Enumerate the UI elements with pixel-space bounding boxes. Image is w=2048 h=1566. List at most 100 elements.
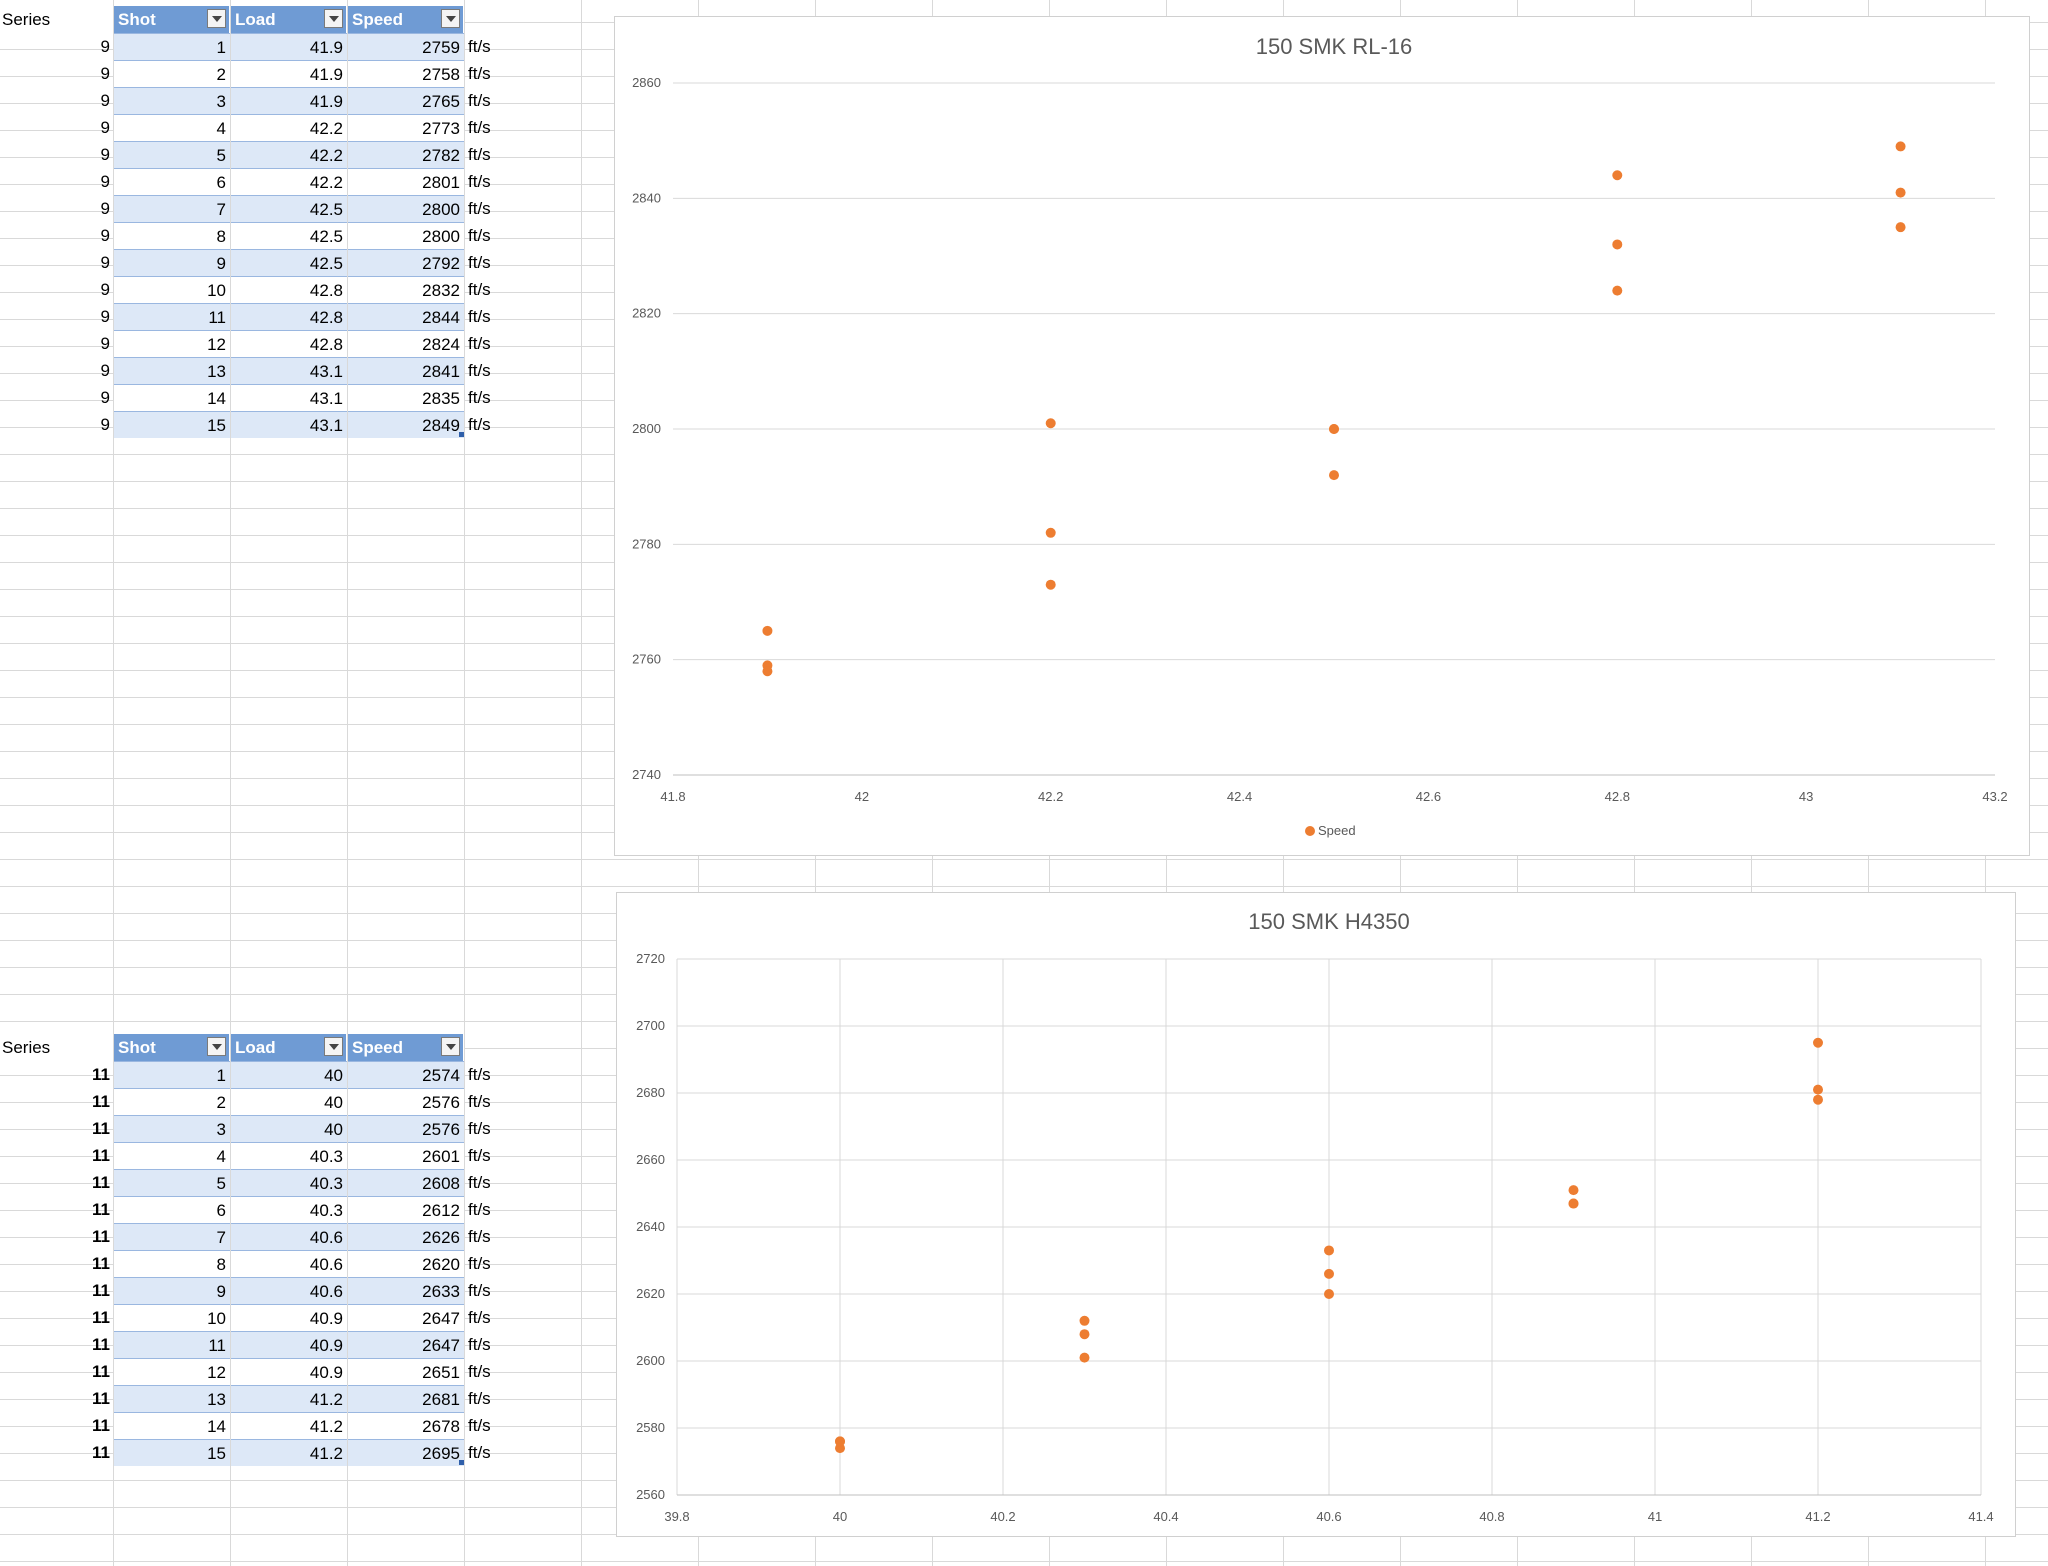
shot-cell[interactable]: 6 bbox=[114, 1196, 230, 1223]
series-cell[interactable]: 11 bbox=[92, 1416, 110, 1435]
load-cell[interactable]: 40.6 bbox=[231, 1277, 347, 1304]
table-row[interactable]: 11 8 40.6 2620 ft/s bbox=[0, 1250, 600, 1277]
series-cell[interactable]: 11 bbox=[92, 1227, 110, 1246]
shot-cell[interactable]: 6 bbox=[114, 168, 230, 195]
unit-cell[interactable]: ft/s bbox=[468, 172, 491, 191]
table-row[interactable]: 9 6 42.2 2801 ft/s bbox=[0, 168, 600, 195]
shot-cell[interactable]: 2 bbox=[114, 1088, 230, 1115]
shot-filter-dropdown-icon[interactable] bbox=[207, 9, 226, 28]
unit-cell[interactable]: ft/s bbox=[468, 1416, 491, 1435]
shot-cell[interactable]: 14 bbox=[114, 1412, 230, 1439]
shot-cell[interactable]: 13 bbox=[114, 357, 230, 384]
speed-cell[interactable]: 2759 bbox=[348, 33, 464, 60]
table-row[interactable]: 11 10 40.9 2647 ft/s bbox=[0, 1304, 600, 1331]
table-row[interactable]: 9 4 42.2 2773 ft/s bbox=[0, 114, 600, 141]
shot-cell[interactable]: 9 bbox=[114, 1277, 230, 1304]
series-cell[interactable]: 9 bbox=[100, 415, 110, 434]
unit-cell[interactable]: ft/s bbox=[468, 253, 491, 272]
load-cell[interactable]: 40.3 bbox=[231, 1142, 347, 1169]
load-cell[interactable]: 41.2 bbox=[231, 1439, 347, 1466]
series-cell[interactable]: 9 bbox=[100, 388, 110, 407]
table-row[interactable]: 11 14 41.2 2678 ft/s bbox=[0, 1412, 600, 1439]
series-cell[interactable]: 9 bbox=[100, 91, 110, 110]
speed-cell[interactable]: 2849 bbox=[348, 411, 464, 438]
load-cell[interactable]: 43.1 bbox=[231, 357, 347, 384]
load-cell[interactable]: 42.5 bbox=[231, 195, 347, 222]
shot-cell[interactable]: 2 bbox=[114, 60, 230, 87]
table-row[interactable]: 9 1 41.9 2759 ft/s bbox=[0, 33, 600, 60]
series-cell[interactable]: 11 bbox=[92, 1119, 110, 1138]
unit-cell[interactable]: ft/s bbox=[468, 64, 491, 83]
load-cell[interactable]: 42.5 bbox=[231, 249, 347, 276]
load-cell[interactable]: 42.2 bbox=[231, 168, 347, 195]
unit-cell[interactable]: ft/s bbox=[468, 1308, 491, 1327]
unit-cell[interactable]: ft/s bbox=[468, 145, 491, 164]
unit-cell[interactable]: ft/s bbox=[468, 388, 491, 407]
series-cell[interactable]: 9 bbox=[100, 172, 110, 191]
table-row[interactable]: 9 15 43.1 2849 ft/s bbox=[0, 411, 600, 438]
table-row[interactable]: 11 11 40.9 2647 ft/s bbox=[0, 1331, 600, 1358]
chart-h4350[interactable]: 150 SMK H4350 2560 2580 2600 2620 2640 2660 268… bbox=[616, 892, 2016, 1537]
shot-cell[interactable]: 15 bbox=[114, 411, 230, 438]
speed-cell[interactable]: 2647 bbox=[348, 1331, 464, 1358]
load-cell[interactable]: 43.1 bbox=[231, 411, 347, 438]
speed-cell[interactable]: 2835 bbox=[348, 384, 464, 411]
series-cell[interactable]: 9 bbox=[100, 253, 110, 272]
speed-cell[interactable]: 2620 bbox=[348, 1250, 464, 1277]
shot-cell[interactable]: 5 bbox=[114, 141, 230, 168]
unit-cell[interactable]: ft/s bbox=[468, 307, 491, 326]
table-row[interactable]: 11 2 40 2576 ft/s bbox=[0, 1088, 600, 1115]
speed-header[interactable]: Speed bbox=[348, 1034, 464, 1061]
table-row[interactable]: 11 5 40.3 2608 ft/s bbox=[0, 1169, 600, 1196]
table-row[interactable]: 9 2 41.9 2758 ft/s bbox=[0, 60, 600, 87]
series-cell[interactable]: 9 bbox=[100, 307, 110, 326]
load-cell[interactable]: 40.3 bbox=[231, 1196, 347, 1223]
speed-cell[interactable]: 2608 bbox=[348, 1169, 464, 1196]
load-cell[interactable]: 42.8 bbox=[231, 330, 347, 357]
unit-cell[interactable]: ft/s bbox=[468, 1227, 491, 1246]
speed-header[interactable]: Speed bbox=[348, 6, 464, 33]
unit-cell[interactable]: ft/s bbox=[468, 1092, 491, 1111]
unit-cell[interactable]: ft/s bbox=[468, 1335, 491, 1354]
speed-filter-dropdown-icon[interactable] bbox=[441, 9, 460, 28]
load-cell[interactable]: 40.6 bbox=[231, 1250, 347, 1277]
series-cell[interactable]: 11 bbox=[92, 1254, 110, 1273]
series-cell[interactable]: 9 bbox=[100, 226, 110, 245]
unit-cell[interactable]: ft/s bbox=[468, 199, 491, 218]
speed-cell[interactable]: 2844 bbox=[348, 303, 464, 330]
load-cell[interactable]: 42.5 bbox=[231, 222, 347, 249]
series-cell[interactable]: 11 bbox=[92, 1173, 110, 1192]
speed-cell[interactable]: 2633 bbox=[348, 1277, 464, 1304]
unit-cell[interactable]: ft/s bbox=[468, 1173, 491, 1192]
series-header[interactable]: Series bbox=[0, 1034, 113, 1061]
speed-cell[interactable]: 2824 bbox=[348, 330, 464, 357]
load-cell[interactable]: 40.9 bbox=[231, 1358, 347, 1385]
load-cell[interactable]: 40.6 bbox=[231, 1223, 347, 1250]
load-filter-dropdown-icon[interactable] bbox=[324, 9, 343, 28]
table-row[interactable]: 9 12 42.8 2824 ft/s bbox=[0, 330, 600, 357]
table-row[interactable]: 9 8 42.5 2800 ft/s bbox=[0, 222, 600, 249]
table-row[interactable]: 9 14 43.1 2835 ft/s bbox=[0, 384, 600, 411]
shot-cell[interactable]: 1 bbox=[114, 1061, 230, 1088]
series-cell[interactable]: 11 bbox=[92, 1200, 110, 1219]
speed-filter-dropdown-icon[interactable] bbox=[441, 1037, 460, 1056]
series-cell[interactable]: 11 bbox=[92, 1335, 110, 1354]
series-cell[interactable]: 11 bbox=[92, 1281, 110, 1300]
load-cell[interactable]: 40 bbox=[231, 1115, 347, 1142]
series-cell[interactable]: 11 bbox=[92, 1389, 110, 1408]
shot-cell[interactable]: 12 bbox=[114, 330, 230, 357]
table-row[interactable]: 9 3 41.9 2765 ft/s bbox=[0, 87, 600, 114]
shot-cell[interactable]: 1 bbox=[114, 33, 230, 60]
table-resize-handle[interactable] bbox=[459, 1460, 464, 1465]
series-cell[interactable]: 11 bbox=[92, 1362, 110, 1381]
speed-cell[interactable]: 2695 bbox=[348, 1439, 464, 1466]
speed-cell[interactable]: 2765 bbox=[348, 87, 464, 114]
series-cell[interactable]: 9 bbox=[100, 334, 110, 353]
speed-cell[interactable]: 2576 bbox=[348, 1088, 464, 1115]
unit-cell[interactable]: ft/s bbox=[468, 415, 491, 434]
unit-cell[interactable]: ft/s bbox=[468, 1119, 491, 1138]
unit-cell[interactable]: ft/s bbox=[468, 1254, 491, 1273]
unit-cell[interactable]: ft/s bbox=[468, 334, 491, 353]
unit-cell[interactable]: ft/s bbox=[468, 280, 491, 299]
load-cell[interactable]: 43.1 bbox=[231, 384, 347, 411]
